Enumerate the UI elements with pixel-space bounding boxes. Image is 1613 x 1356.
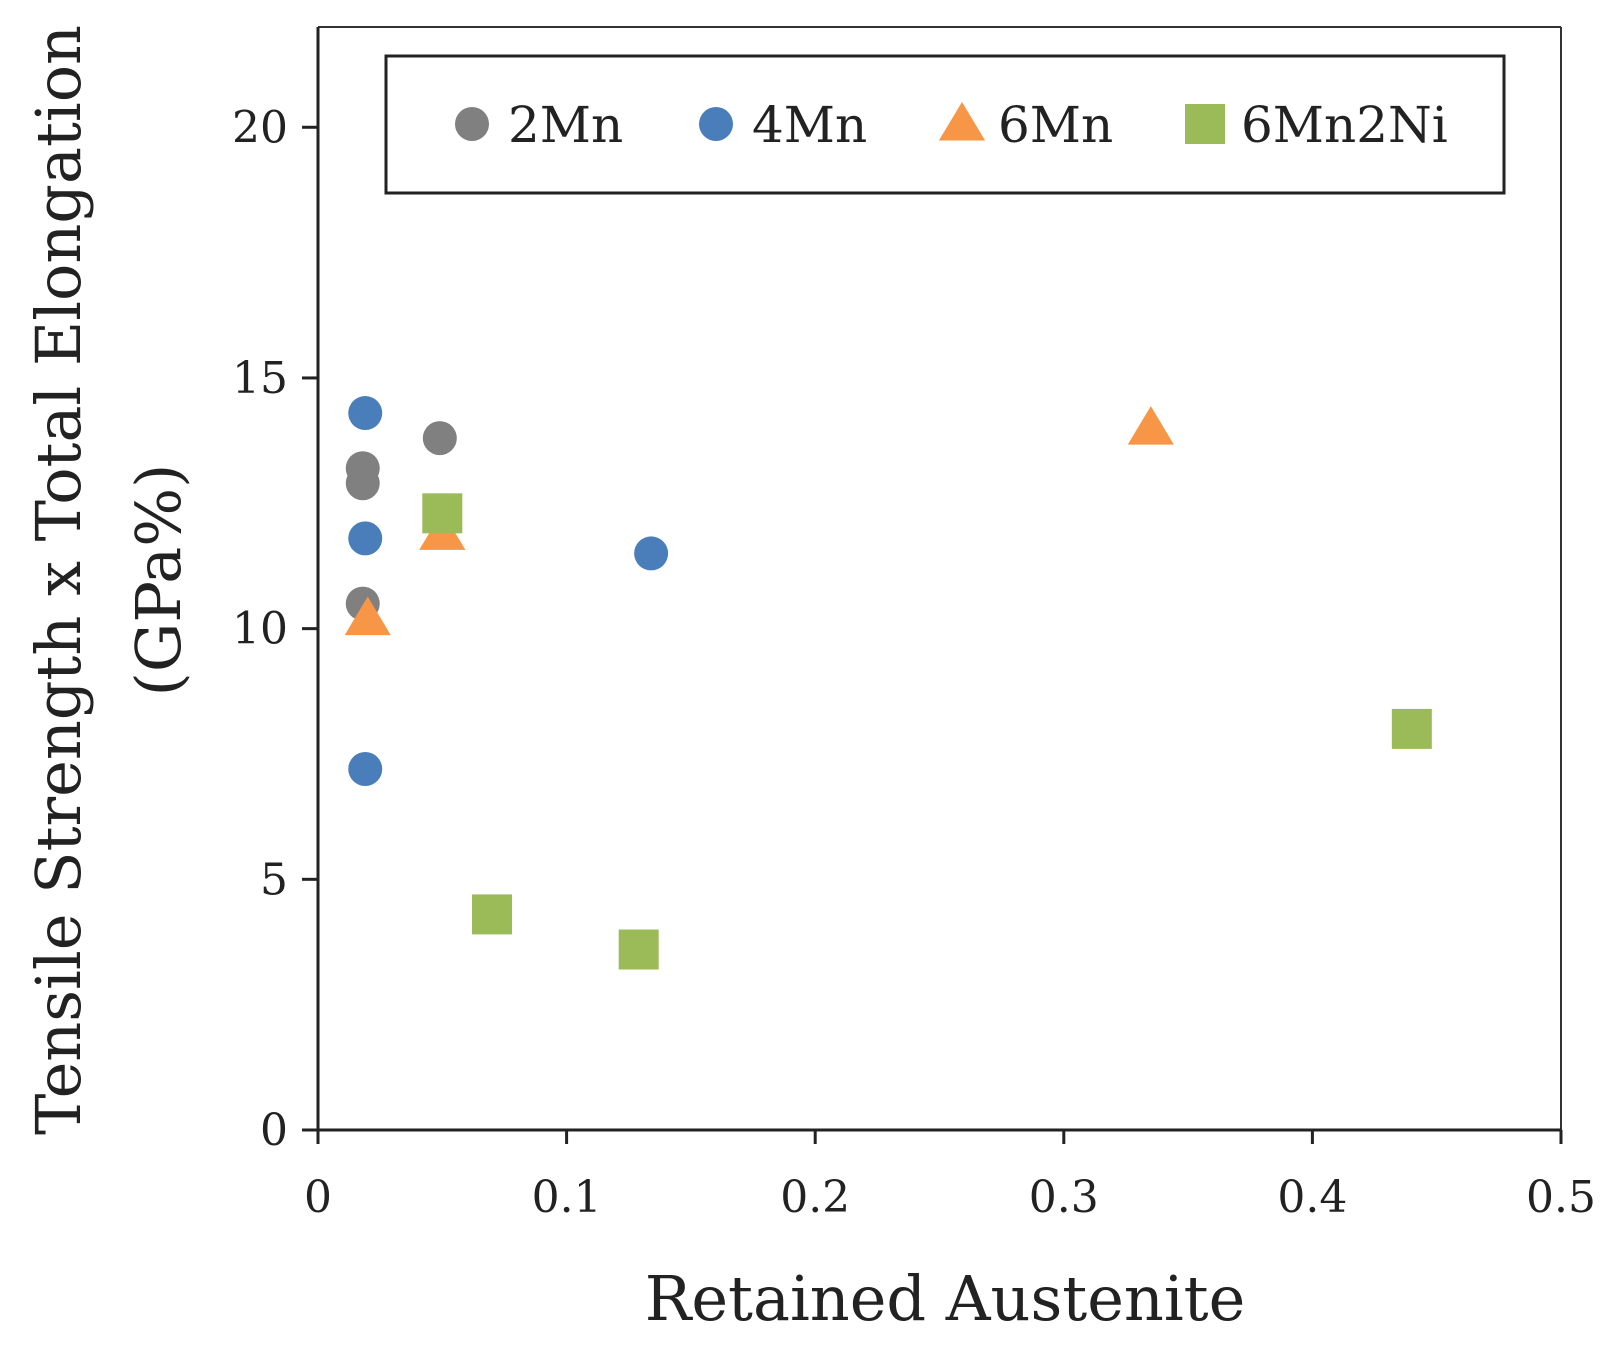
legend-label-2mn: 2Mn (508, 96, 623, 154)
data-point-6mn2ni (472, 894, 513, 935)
y-tick-label: 15 (232, 353, 288, 404)
x-tick-labels: 0 0.1 0.2 0.3 0.4 0.5 (304, 1172, 1596, 1223)
data-point-6mn (1127, 406, 1174, 445)
x-tick-label: 0.2 (780, 1172, 850, 1223)
y-tick-label: 5 (260, 854, 288, 905)
x-axis-title: Retained Austenite (645, 1262, 1246, 1335)
legend-label-6mn2ni: 6Mn2Ni (1241, 96, 1448, 154)
plot-frame (318, 26, 1562, 1130)
x-tick-label: 0 (304, 1172, 332, 1223)
legend-marker-4mn (699, 107, 733, 141)
legend-marker-2mn (455, 107, 489, 141)
data-point-6mn2ni (422, 493, 463, 534)
axes (302, 27, 1563, 1144)
y-tick-label: 20 (232, 102, 288, 153)
data-point-6mn (344, 596, 391, 636)
y-tick-label: 0 (260, 1105, 288, 1156)
data-point-2mn (345, 466, 380, 501)
series-6mn2ni (422, 493, 1432, 970)
legend-marker-6mn2ni (1185, 104, 1225, 144)
data-point-6mn2ni (1391, 708, 1432, 749)
data-point-4mn (348, 752, 383, 787)
data-point-6mn2ni (618, 929, 659, 970)
data-point-4mn (634, 536, 669, 571)
series-4mn (348, 396, 669, 787)
x-tick-label: 0.5 (1526, 1172, 1596, 1223)
y-tick-label: 10 (232, 604, 288, 655)
legend-label-4mn: 4Mn (752, 96, 867, 154)
data-point-4mn (348, 396, 383, 431)
y-axis-title-line2: (GPa%) (122, 464, 195, 697)
legend-marker-6mn (938, 102, 986, 141)
data-points (344, 396, 1432, 970)
y-tick-labels: 0 5 10 15 20 (232, 102, 288, 1156)
y-axis-title-line1: Tensile Strength x Total Elongation (22, 25, 95, 1135)
data-point-2mn (422, 421, 457, 456)
legend: 2Mn 4Mn 6Mn 6Mn2Ni (384, 54, 1506, 195)
series-2mn (345, 421, 457, 621)
x-tick-label: 0.4 (1277, 1172, 1347, 1223)
x-tick-label: 0.1 (532, 1172, 602, 1223)
legend-box (384, 54, 1506, 195)
x-tick-label: 0.3 (1029, 1172, 1099, 1223)
legend-label-6mn: 6Mn (998, 96, 1113, 154)
data-point-4mn (348, 521, 383, 556)
